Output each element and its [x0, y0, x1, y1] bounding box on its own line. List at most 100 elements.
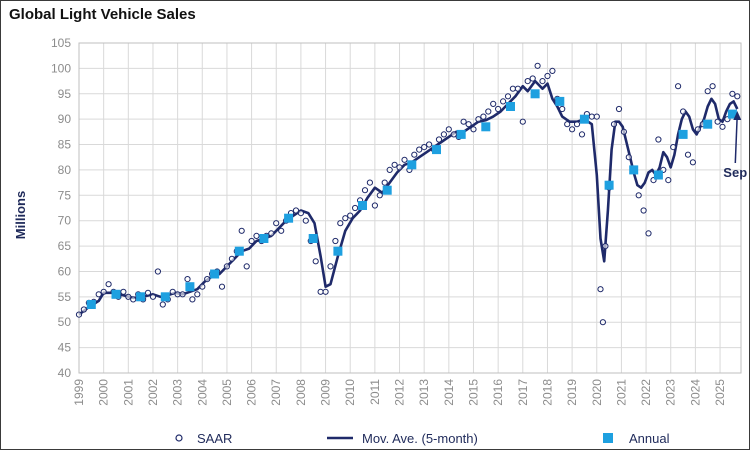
legend: SAAR Mov. Ave. (5-month) Annual: [175, 431, 670, 446]
saar-point: [342, 215, 349, 222]
annotations: Sep: [723, 111, 747, 180]
annual-point: [210, 269, 220, 279]
saar-point: [504, 93, 512, 100]
saar-point: [675, 83, 682, 90]
saar-point: [539, 78, 546, 85]
x-tick-label: 2018: [540, 379, 554, 406]
x-tick-label: 2024: [688, 379, 702, 406]
saar-point: [381, 179, 388, 186]
annual-point: [86, 300, 96, 309]
annual-point: [234, 246, 244, 256]
y-tick-label: 55: [58, 290, 72, 304]
saar-point: [238, 227, 245, 234]
saar-point: [615, 105, 623, 113]
saar-point: [386, 166, 393, 173]
x-tick-label: 2014: [442, 379, 456, 406]
saar-point: [599, 319, 607, 326]
plot-border: [78, 42, 742, 374]
y-axis-label: Millions: [13, 191, 28, 239]
saar-point: [485, 108, 492, 115]
saar-point: [248, 237, 255, 245]
annual-point: [284, 213, 294, 223]
y-tick-label: 45: [58, 341, 72, 355]
saar-point: [253, 232, 260, 239]
saar-point: [694, 126, 702, 133]
saar-point: [470, 126, 477, 133]
saar-point: [625, 154, 632, 161]
annual-point: [382, 185, 392, 195]
saar-point: [337, 220, 344, 227]
saar-point: [689, 159, 697, 166]
saar-point: [130, 296, 137, 303]
annual-point: [333, 246, 343, 256]
annotation-arrow-shaft: [734, 112, 739, 164]
annual-point: [653, 170, 663, 180]
y-tick-label: 80: [58, 163, 72, 177]
x-tick-label: 2011: [368, 379, 382, 405]
legend-saar-label: SAAR: [197, 431, 232, 446]
saar-point: [509, 85, 516, 92]
saar-point: [495, 105, 502, 113]
saar-point: [189, 296, 196, 303]
saar-point: [602, 243, 609, 250]
legend-item-annual: Annual: [603, 431, 670, 446]
saar-point: [559, 105, 566, 113]
annual-point: [456, 129, 466, 139]
y-tick-labels: 40 45 50 55 60 65 70 75 80 85 90 95 100 105: [51, 36, 71, 380]
saar-point: [578, 131, 586, 138]
saar-point: [534, 62, 541, 69]
saar-point: [593, 113, 600, 120]
saar-point: [684, 151, 692, 158]
saar-point: [421, 144, 428, 151]
x-tick-label: 1999: [72, 379, 86, 406]
x-tick-label: 2012: [393, 379, 407, 406]
saar-point: [680, 108, 687, 115]
annual-point: [579, 114, 589, 124]
saar-point: [80, 306, 88, 313]
saar-point: [376, 192, 383, 199]
saar-point: [297, 210, 304, 217]
chart-title: Global Light Vehicle Sales: [9, 6, 196, 23]
x-tick-label: 2002: [146, 379, 160, 406]
saar-point: [670, 144, 677, 151]
saar-point: [278, 227, 285, 234]
x-tick-label: 2009: [319, 379, 333, 406]
plot-area: [78, 42, 742, 374]
x-tick-label: 2006: [245, 379, 259, 406]
saar-point: [292, 207, 300, 214]
x-tick-label: 2004: [195, 379, 209, 406]
x-tick-label: 2013: [417, 379, 431, 406]
annual-point: [358, 201, 367, 210]
saar-point: [218, 283, 226, 290]
annual-point: [111, 289, 121, 299]
saar-point: [519, 118, 526, 125]
saar-point: [159, 301, 166, 308]
saar-point: [371, 202, 378, 209]
saar-point: [174, 291, 181, 298]
saar-point: [75, 311, 83, 318]
saar-point: [500, 98, 507, 105]
legend-saar-marker: [175, 434, 183, 442]
y-tick-label: 90: [58, 112, 72, 126]
y-tick-label: 85: [58, 138, 72, 152]
legend-annual-label: Annual: [629, 431, 670, 446]
saar-point: [125, 293, 132, 300]
saar-point: [105, 281, 112, 288]
annual-point: [629, 165, 639, 175]
y-tick-label: 70: [58, 214, 72, 228]
saar-point: [445, 126, 452, 133]
saar-point: [426, 141, 433, 148]
saar-point: [514, 85, 522, 92]
saar-point: [154, 268, 161, 275]
saar-point: [228, 255, 235, 262]
saar-point: [734, 93, 741, 100]
saar-point: [549, 67, 556, 75]
saar-point: [401, 156, 408, 163]
saar-point: [655, 136, 662, 143]
y-tick-label: 105: [51, 36, 71, 50]
x-tick-labels: 1999 2000 2001 2002 2003 2004 2005 2006 2007 2008…: [72, 379, 727, 406]
x-tick-label: 2000: [97, 379, 111, 406]
annual-series: [86, 89, 737, 309]
y-tick-label: 50: [58, 315, 72, 329]
